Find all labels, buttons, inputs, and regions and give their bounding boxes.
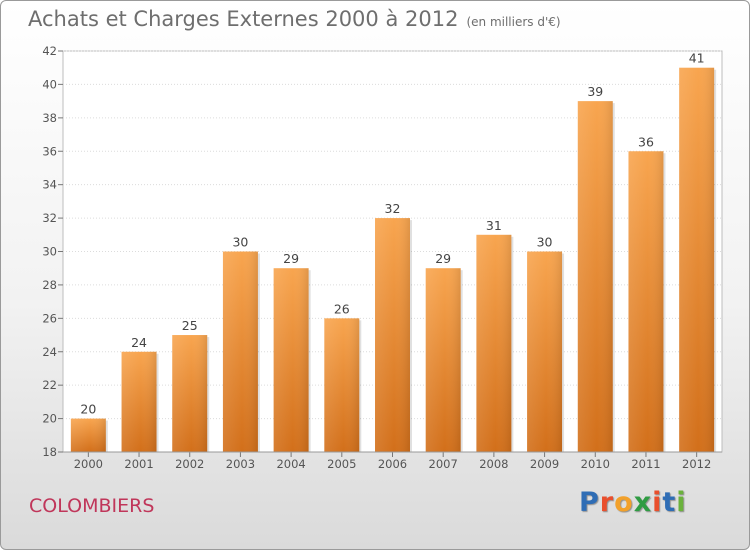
logo-letter: i — [676, 487, 687, 518]
y-tick-label: 22 — [42, 378, 57, 392]
bar-value-label: 39 — [587, 84, 603, 99]
bar-shine — [425, 268, 461, 452]
logo-letter: o — [614, 487, 634, 518]
bar-shine — [577, 101, 613, 452]
bar-value-label: 30 — [537, 235, 553, 250]
x-tick-label: 2011 — [631, 457, 660, 471]
logo-letter: r — [599, 487, 615, 518]
y-tick-label: 38 — [42, 111, 57, 125]
bar-value-label: 31 — [486, 218, 502, 233]
proxiti-logo[interactable]: Proxiti — [579, 487, 687, 518]
y-tick-label: 30 — [42, 245, 57, 259]
x-tick-label: 2005 — [327, 457, 356, 471]
x-tick-label: 2009 — [530, 457, 559, 471]
bar-shine — [273, 268, 309, 452]
bar-value-label: 29 — [435, 251, 451, 266]
logo-letter: P — [579, 487, 600, 518]
x-tick-label: 2003 — [226, 457, 255, 471]
y-axis: 18 20 22 24 26 28 30 32 34 36 38 40 42 — [42, 44, 63, 459]
bar-shine — [628, 151, 664, 452]
y-tick-label: 42 — [42, 44, 57, 58]
x-tick-label: 2006 — [378, 457, 407, 471]
bars: 20 24 25 30 29 26 32 29 31 30 39 36 41 — [70, 51, 717, 452]
bar-value-label: 25 — [182, 318, 198, 333]
x-axis: 2000 2001 2002 2003 2004 2005 2006 2007 2008 2009… — [63, 451, 722, 471]
x-tick-label: 2000 — [74, 457, 103, 471]
y-tick-label: 20 — [42, 412, 57, 426]
chart-unit: (en milliers d'€) — [466, 15, 561, 29]
chart-title: Achats et Charges Externes 2000 à 2012 (e… — [28, 7, 561, 31]
y-tick-label: 32 — [42, 211, 57, 225]
x-tick-label: 2010 — [581, 457, 610, 471]
x-tick-label: 2012 — [682, 457, 711, 471]
bar-shine — [172, 335, 208, 452]
bar-value-label: 29 — [283, 251, 299, 266]
logo-letter: x — [633, 487, 653, 518]
bar-shine — [121, 351, 157, 452]
logo-letter: i — [652, 487, 663, 518]
bar-value-label: 20 — [80, 402, 96, 417]
city-name: COLOMBIERS — [29, 495, 155, 517]
x-tick-label: 2008 — [479, 457, 508, 471]
bar-value-label: 32 — [385, 201, 401, 216]
bar-value-label: 26 — [334, 301, 350, 316]
y-tick-label: 24 — [42, 345, 57, 359]
y-tick-label: 36 — [42, 144, 57, 158]
bar-shine — [476, 234, 512, 452]
bar-value-label: 30 — [232, 235, 248, 250]
chart-title-text: Achats et Charges Externes 2000 à 2012 — [28, 7, 459, 31]
x-tick-label: 2001 — [124, 457, 153, 471]
bar-value-label: 24 — [131, 335, 147, 350]
x-tick-label: 2004 — [276, 457, 305, 471]
bar-value-label: 36 — [638, 134, 654, 149]
y-tick-label: 40 — [42, 77, 57, 91]
bar-shine — [679, 67, 715, 452]
bar-shine — [375, 218, 410, 452]
y-tick-label: 34 — [42, 178, 57, 192]
y-tick-label: 26 — [42, 311, 57, 325]
bar-shine — [70, 418, 106, 452]
bar-value-label: 41 — [689, 51, 705, 66]
bar-shine — [222, 251, 258, 452]
x-tick-label: 2002 — [175, 457, 204, 471]
bar-shine — [527, 251, 563, 452]
x-tick-label: 2007 — [429, 457, 458, 471]
y-tick-label: 28 — [42, 278, 57, 292]
y-tick-label: 18 — [42, 445, 57, 459]
bar-shine — [324, 318, 360, 452]
logo-letter: t — [662, 487, 677, 518]
